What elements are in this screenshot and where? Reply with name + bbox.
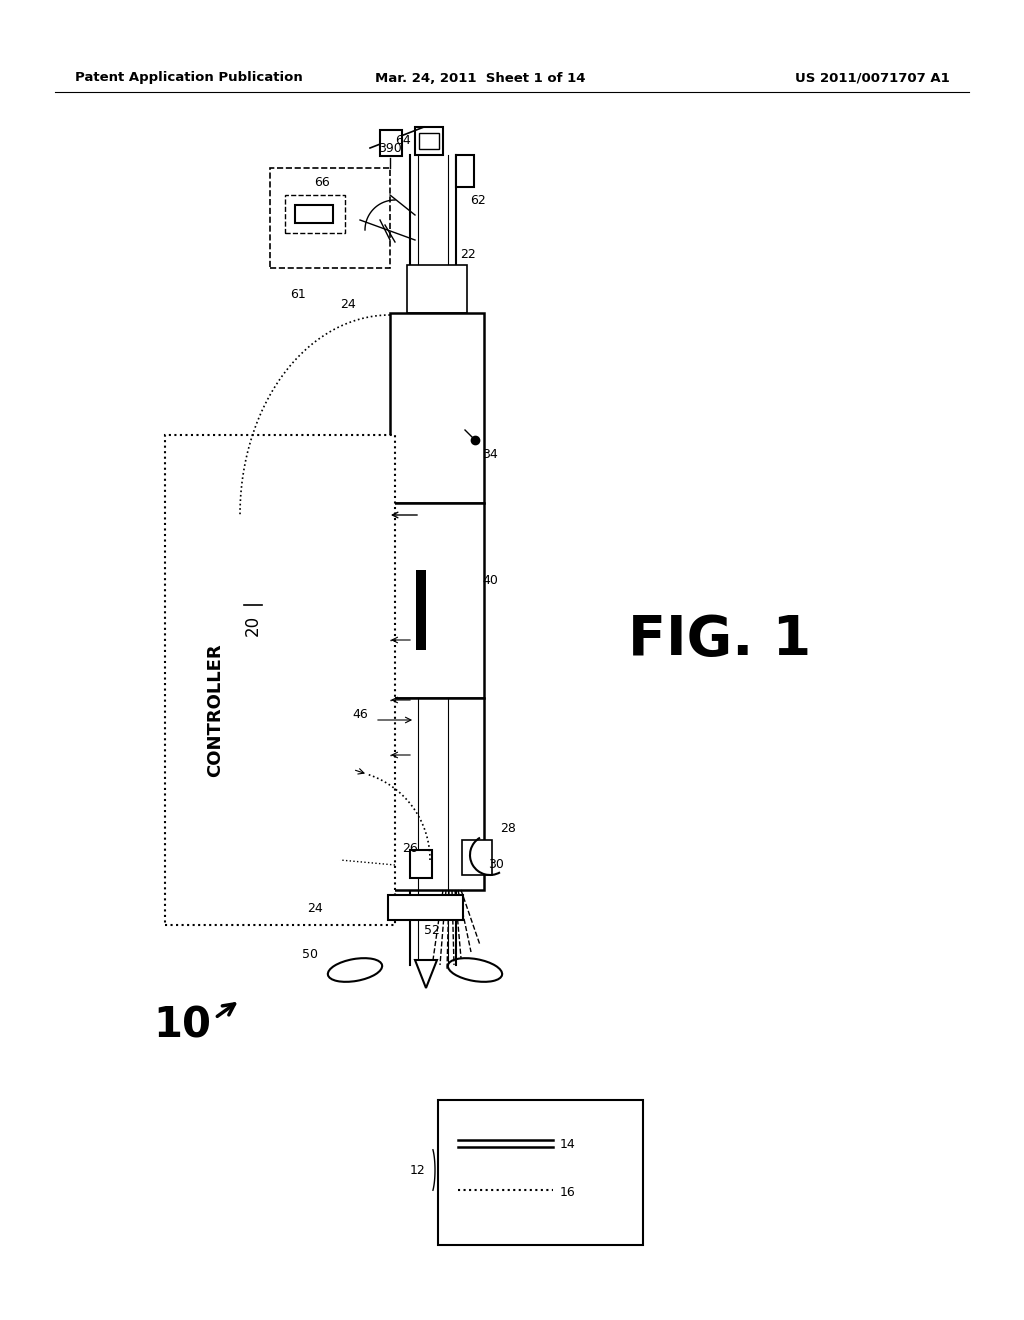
Bar (295, 205, 333, 223)
Text: Mar. 24, 2011  Sheet 1 of 14: Mar. 24, 2011 Sheet 1 of 14 (375, 71, 586, 84)
Text: 22: 22 (460, 248, 476, 261)
Text: 64: 64 (395, 133, 411, 147)
Bar (165, 436, 395, 925)
Bar (390, 313, 484, 503)
Text: 26: 26 (402, 842, 418, 854)
Text: 61: 61 (290, 289, 306, 301)
Text: 24: 24 (307, 902, 323, 915)
Text: 46: 46 (352, 709, 368, 722)
Bar (415, 127, 443, 154)
Polygon shape (415, 960, 437, 987)
Bar (285, 195, 345, 234)
Text: 40: 40 (482, 573, 498, 586)
Bar (416, 570, 426, 649)
Text: 66: 66 (314, 177, 330, 190)
Bar (462, 840, 492, 875)
Bar (419, 133, 439, 149)
Text: 24: 24 (340, 298, 356, 312)
Text: 10: 10 (153, 1005, 211, 1045)
Bar (390, 503, 484, 698)
Bar (407, 265, 467, 313)
Bar (438, 1100, 643, 1245)
Text: 62: 62 (470, 194, 485, 206)
Text: 16: 16 (560, 1187, 575, 1200)
Bar (410, 850, 432, 878)
Text: 52: 52 (424, 924, 440, 936)
Text: Patent Application Publication: Patent Application Publication (75, 71, 303, 84)
Text: 20: 20 (244, 614, 262, 635)
Bar (390, 698, 484, 890)
Text: 390: 390 (378, 141, 401, 154)
Text: 30: 30 (488, 858, 504, 871)
Text: FIG. 1: FIG. 1 (629, 612, 812, 667)
Bar (456, 154, 474, 187)
Text: CONTROLLER: CONTROLLER (206, 643, 224, 776)
Bar (388, 895, 463, 920)
Text: 14: 14 (560, 1138, 575, 1151)
Text: US 2011/0071707 A1: US 2011/0071707 A1 (796, 71, 950, 84)
Text: 34: 34 (482, 449, 498, 462)
Bar (270, 168, 390, 268)
Text: 50: 50 (302, 949, 318, 961)
Bar (380, 129, 402, 156)
Text: 12: 12 (411, 1163, 426, 1176)
Text: 28: 28 (500, 821, 516, 834)
